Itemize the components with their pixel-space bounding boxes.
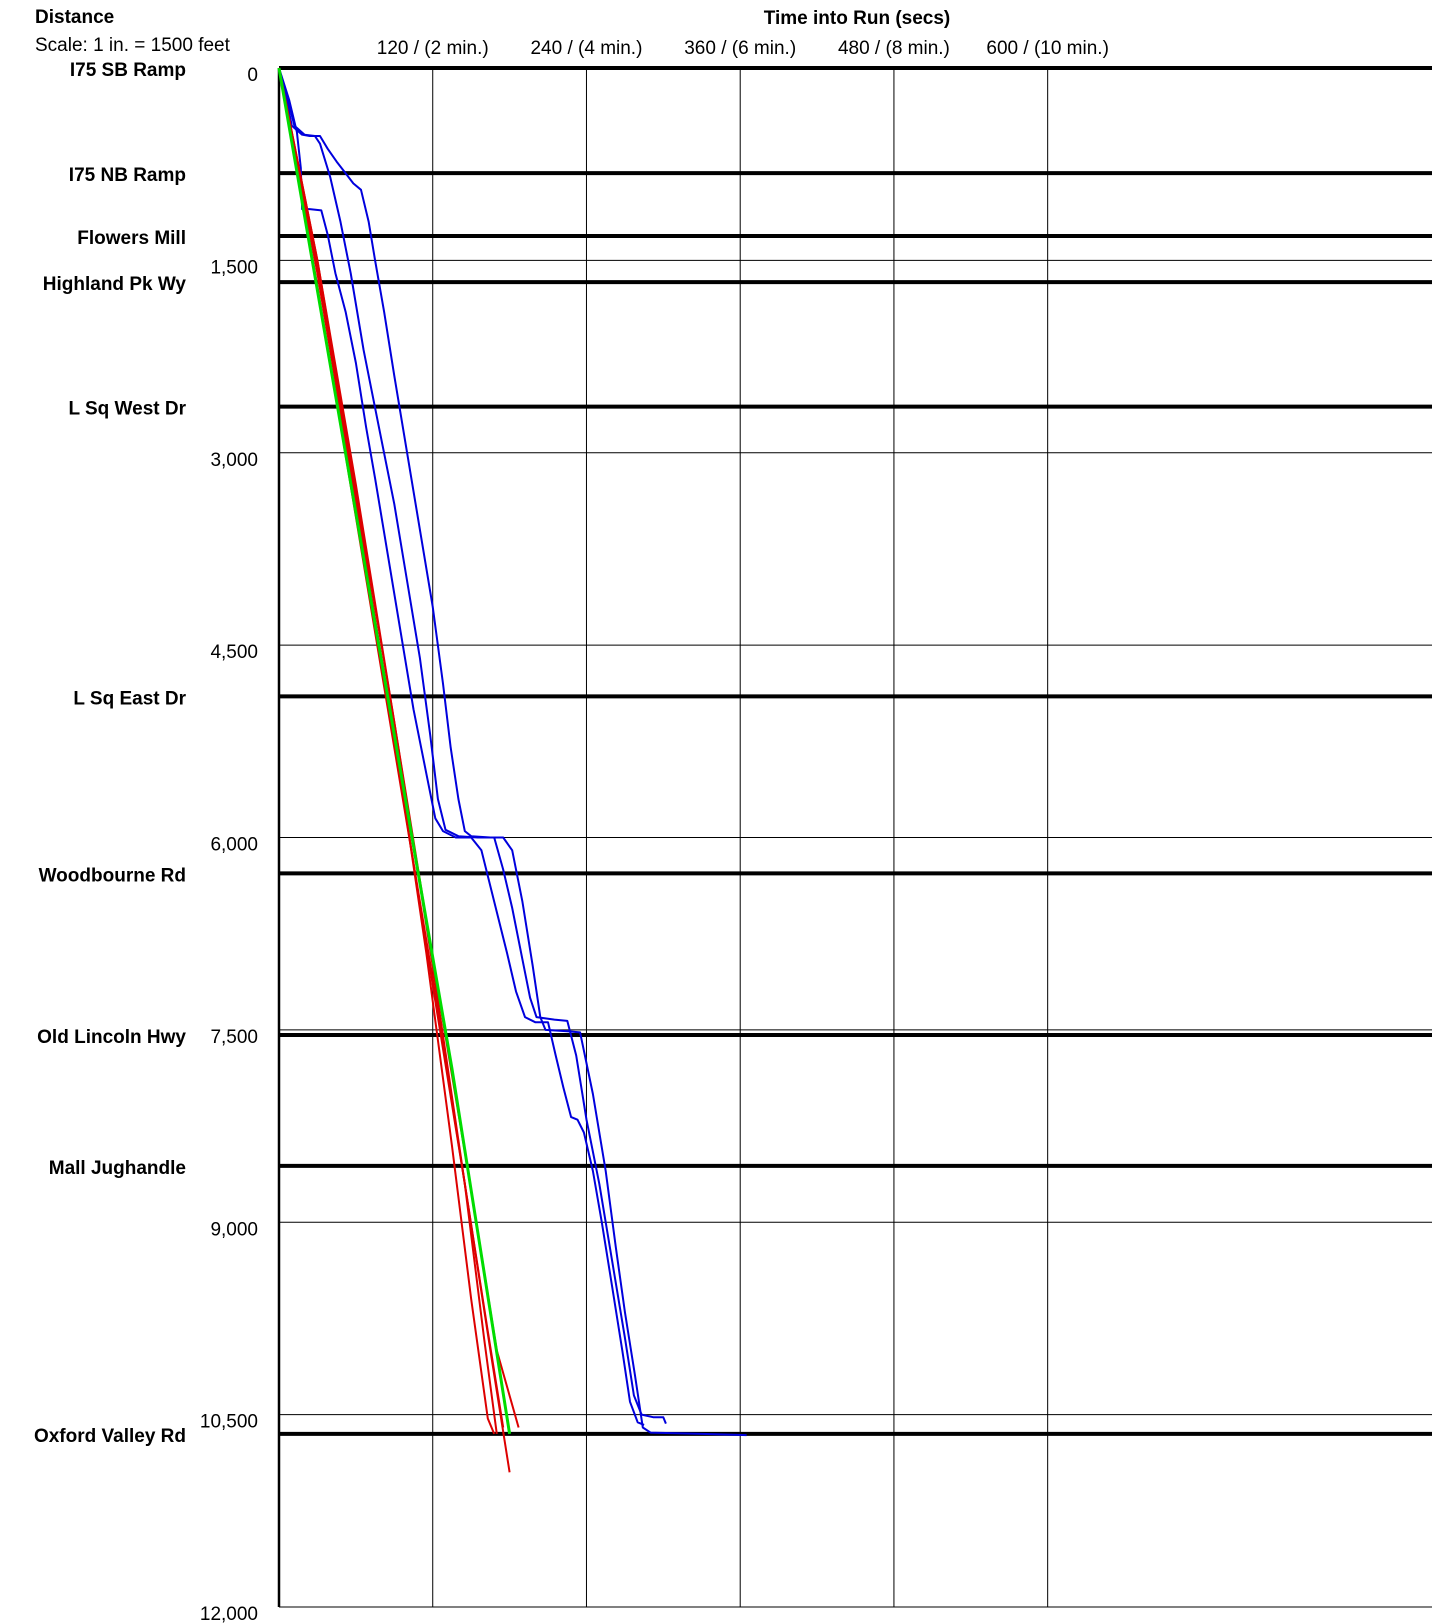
- trajectory-8: [277, 67, 512, 1435]
- trajectory-1: [278, 67, 747, 1437]
- y-tick-label-4: 6,000: [210, 835, 258, 856]
- trajectory-6: [278, 67, 505, 1428]
- intersection-label-6: Woodbourne Rd: [39, 865, 186, 886]
- grid: [277, 67, 1432, 1608]
- intersection-label-3: Highland Pk Wy: [43, 274, 187, 295]
- x-tick-labels: 120 / (2 min.) 240 / (4 min.) 360 / (6 min…: [377, 38, 1109, 59]
- intersection-label-7: Old Lincoln Hwy: [37, 1027, 186, 1048]
- x-tick-label-3: 480 / (8 min.): [838, 38, 950, 59]
- trajectory-0: [278, 67, 667, 1424]
- y-tick-labels: 0 1,500 3,000 4,500 6,000 7,500 9,000 10,500 12,…: [200, 65, 258, 1624]
- trajectory-2: [278, 67, 645, 1426]
- intersection-label-0: I75 SB Ramp: [70, 60, 186, 81]
- y-tick-label-3: 4,500: [210, 642, 258, 663]
- trajectories: [277, 67, 747, 1473]
- intersection-label-1: I75 NB Ramp: [69, 165, 186, 186]
- intersection-label-5: L Sq East Dr: [73, 688, 186, 709]
- x-tick-label-4: 600 / (10 min.): [986, 38, 1109, 59]
- y-tick-label-8: 12,000: [200, 1604, 258, 1624]
- intersection-label-8: Mall Jughandle: [49, 1158, 186, 1179]
- x-tick-label-1: 240 / (4 min.): [530, 38, 642, 59]
- scale-note: Scale: 1 in. = 1500 feet: [35, 35, 231, 56]
- trajectory-4: [278, 67, 498, 1435]
- y-tick-label-5: 7,500: [210, 1027, 258, 1048]
- y-tick-label-2: 3,000: [210, 450, 258, 471]
- x-tick-label-2: 360 / (6 min.): [684, 38, 796, 59]
- chart-title: Time into Run (secs): [764, 8, 951, 29]
- intersection-lines: [279, 66, 1432, 1436]
- trajectory-5: [278, 67, 496, 1435]
- y-tick-label-1: 1,500: [210, 257, 258, 278]
- y-tick-label-6: 9,000: [210, 1219, 258, 1240]
- intersection-label-2: Flowers Mill: [77, 228, 186, 249]
- y-tick-label-7: 10,500: [200, 1412, 258, 1433]
- y-axis-header: Distance: [35, 7, 114, 28]
- intersection-labels: I75 SB Ramp I75 NB Ramp Flowers Mill Highla…: [34, 60, 187, 1447]
- intersection-label-4: L Sq West Dr: [68, 399, 186, 420]
- x-tick-label-0: 120 / (2 min.): [377, 38, 489, 59]
- y-tick-label-0: 0: [247, 65, 258, 86]
- intersection-label-9: Oxford Valley Rd: [34, 1426, 186, 1447]
